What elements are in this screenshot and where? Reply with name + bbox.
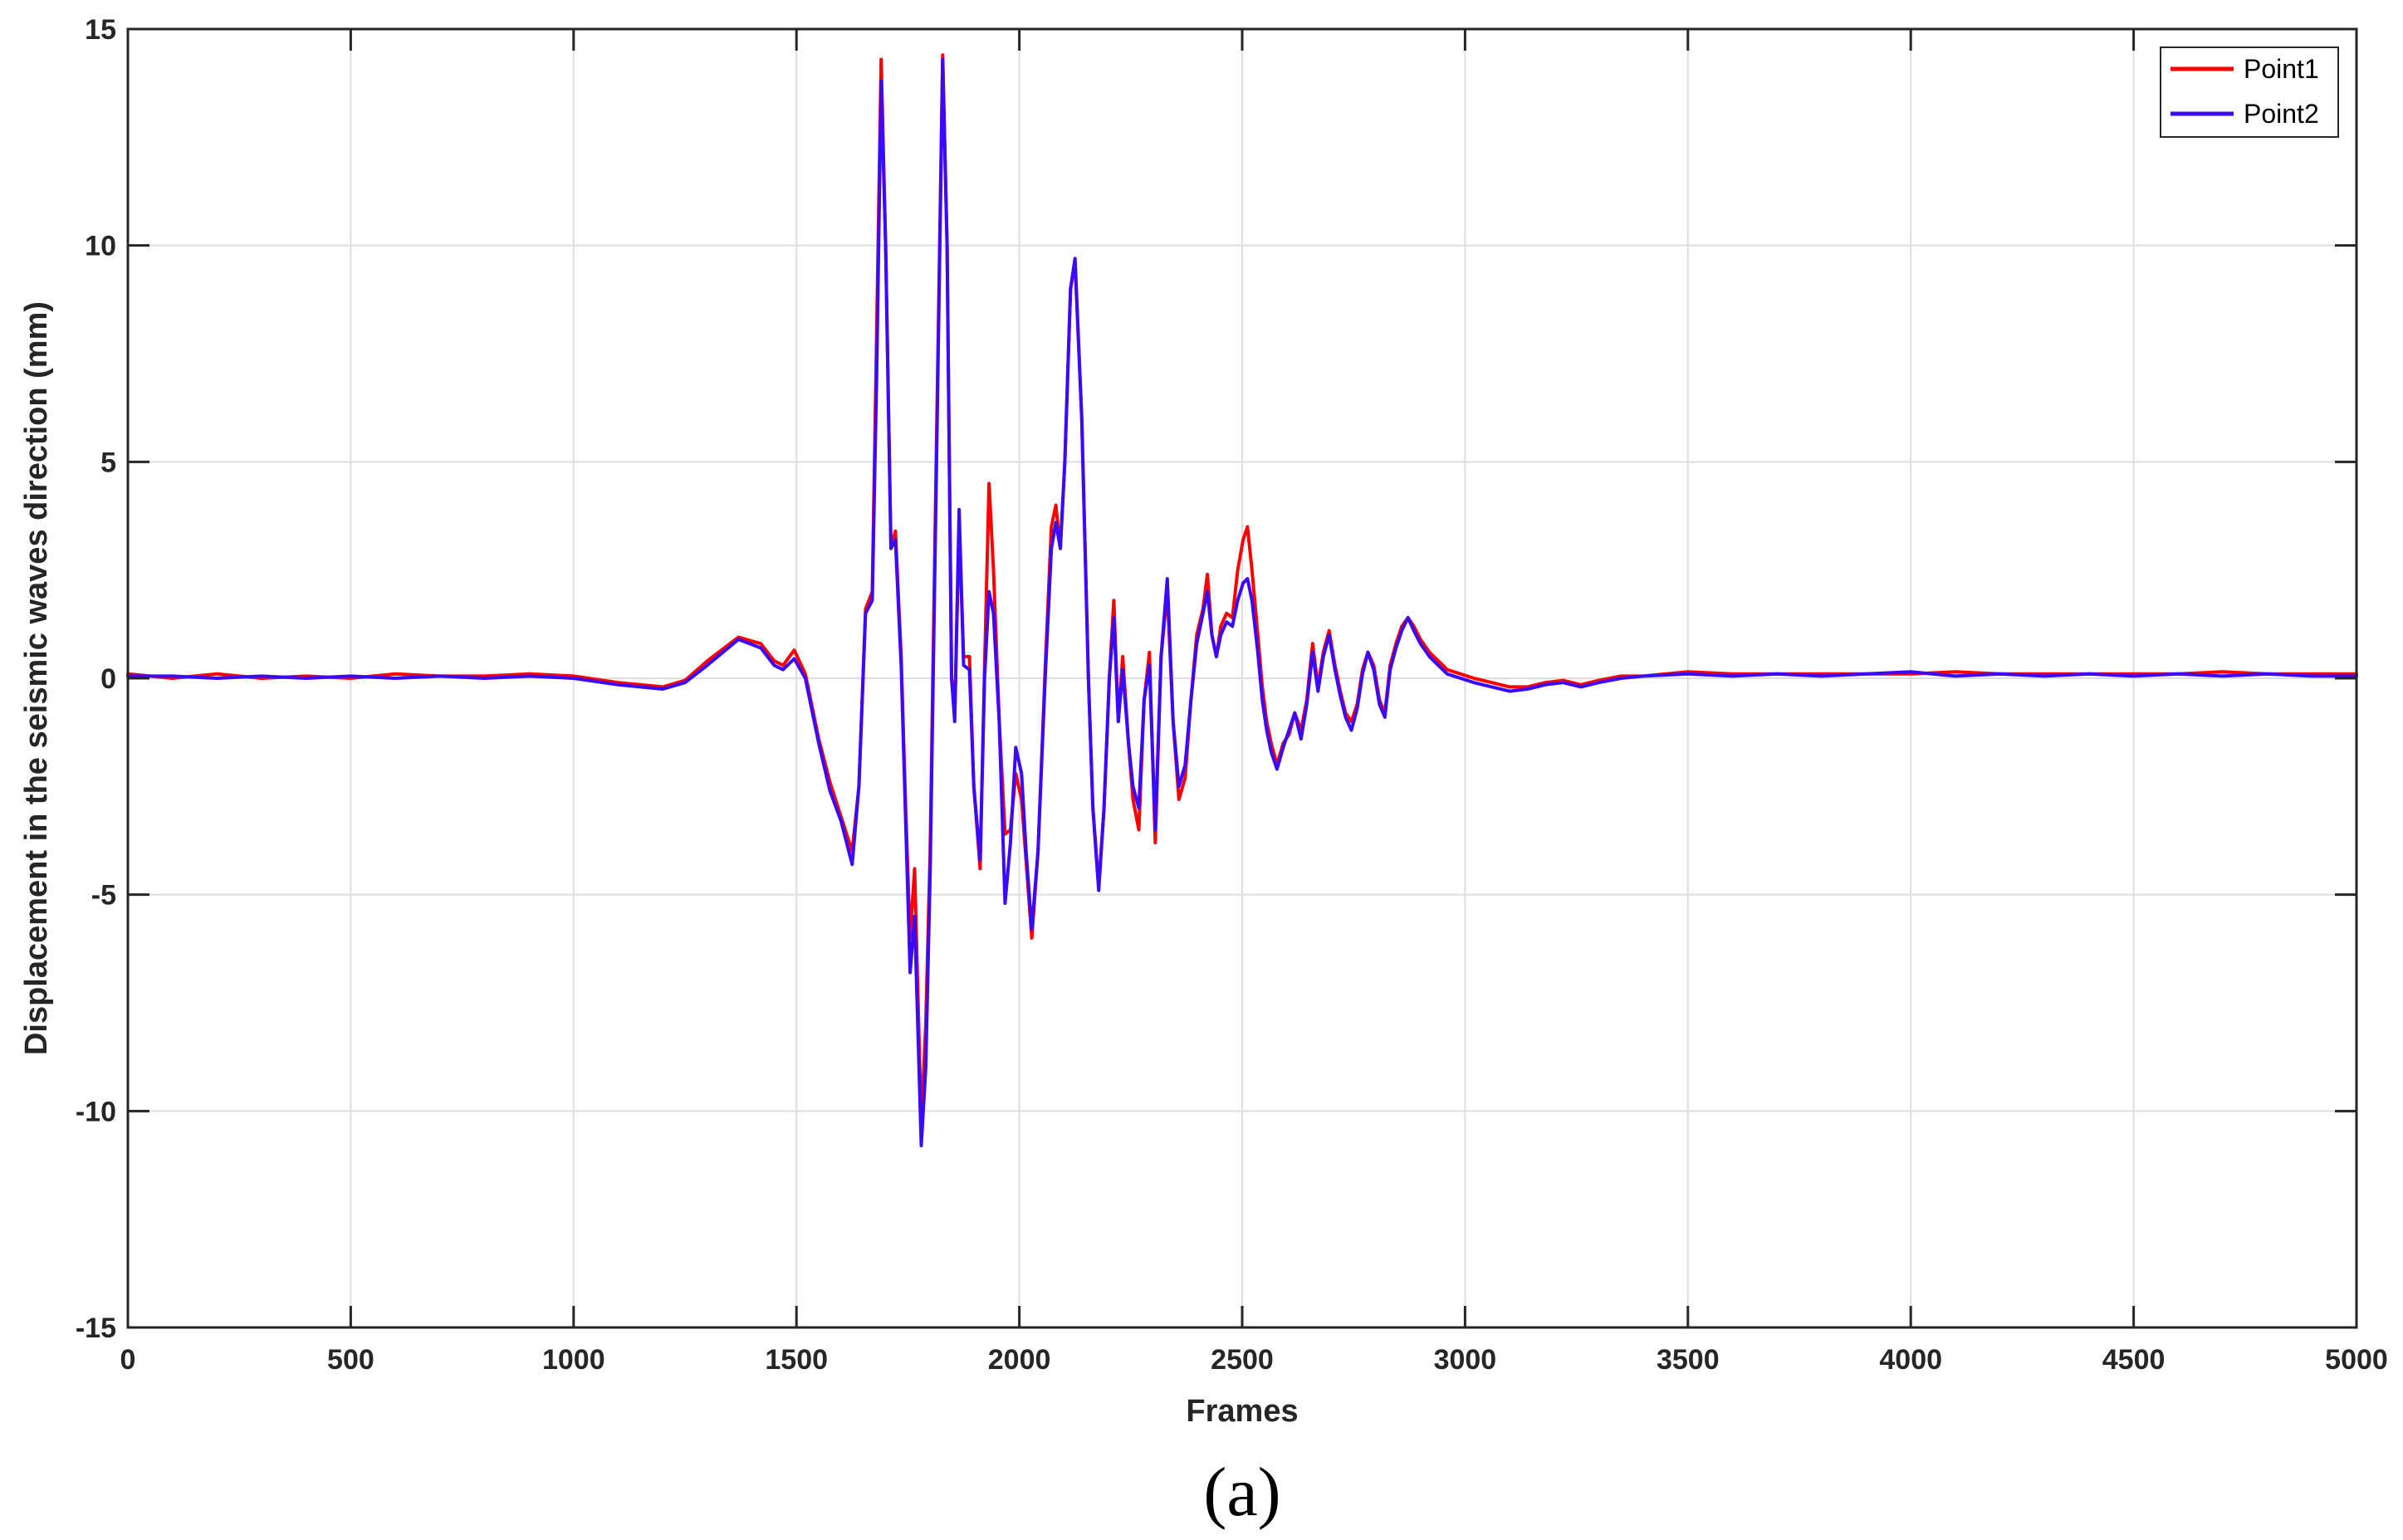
x-tick-label: 1000: [542, 1344, 605, 1376]
x-tick-label: 500: [327, 1344, 374, 1376]
y-tick-label: -5: [91, 880, 116, 912]
x-tick-label: 3500: [1657, 1344, 1720, 1376]
x-tick-label: 3000: [1434, 1344, 1497, 1376]
y-tick-label: 10: [85, 231, 116, 262]
y-tick-label: 15: [85, 14, 116, 46]
x-tick-labels: 0 500 1000 1500 2000 2500 3000 3500 4000 4500 5000: [120, 1344, 2388, 1376]
x-tick-label: 4000: [1879, 1344, 1942, 1376]
y-tick-label: -10: [76, 1096, 116, 1127]
y-tick-label: 0: [100, 663, 116, 695]
tick-marks: [126, 27, 2358, 1329]
grid-lines: [128, 29, 2357, 1327]
series-line-point2: [126, 57, 2358, 1147]
y-axis-title: Displacement in the seismic waves direct…: [19, 301, 54, 1055]
legend-label-point2: Point2: [2244, 99, 2319, 129]
x-tick-label: 4500: [2102, 1344, 2166, 1376]
y-tick-labels: -15 -10 -5 0 5 10 15: [76, 14, 116, 1344]
legend-label-point1: Point1: [2244, 54, 2319, 84]
x-axis-title: Frames: [1186, 1394, 1298, 1429]
x-tick-label: 2000: [988, 1344, 1051, 1376]
y-tick-label: -15: [76, 1313, 116, 1344]
x-tick-label: 0: [120, 1344, 136, 1376]
figure-caption: (a): [1203, 1454, 1280, 1531]
y-tick-label: 5: [100, 447, 116, 478]
x-tick-label: 5000: [2325, 1344, 2388, 1376]
x-tick-label: 2500: [1211, 1344, 1274, 1376]
series-layer: [126, 53, 2358, 1147]
x-tick-label: 1500: [765, 1344, 828, 1376]
legend: Point1 Point2: [2160, 46, 2339, 138]
legend-box: [2160, 46, 2339, 138]
